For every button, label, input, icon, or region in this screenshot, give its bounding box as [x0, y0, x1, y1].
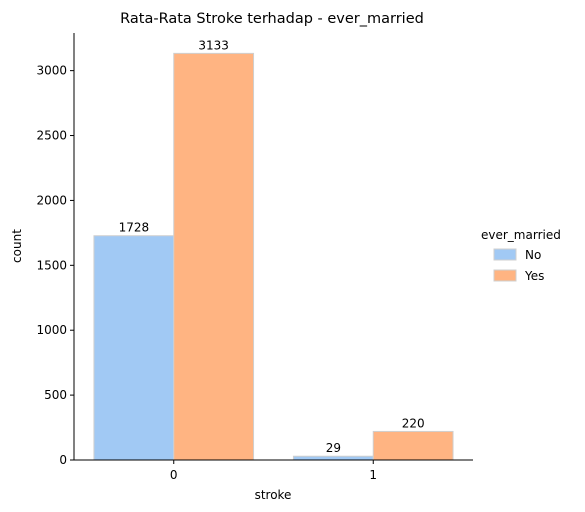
legend-swatch-no [493, 248, 517, 261]
bar-yes-stroke-0 [173, 52, 255, 461]
y-tick-label: 0 [59, 453, 67, 467]
y-tick-label: 500 [44, 388, 67, 402]
bar-yes-stroke-1 [372, 430, 454, 461]
legend-label-yes: Yes [524, 269, 544, 283]
legend-swatch-yes [493, 269, 517, 282]
x-tick-label-0: 0 [170, 468, 178, 482]
bar-no-stroke-0 [93, 235, 175, 461]
y-tick-label: 3000 [36, 64, 67, 78]
legend: ever_married No Yes [481, 228, 561, 283]
y-axis: 0 500 1000 1500 2000 2500 3000 [36, 33, 75, 467]
x-tick-label-1: 1 [369, 468, 377, 482]
bars-group [93, 52, 454, 461]
bar-labels-group: 1728 29 3133 220 [119, 38, 425, 455]
data-label-no-stroke-0: 1728 [119, 221, 150, 235]
y-tick-label: 1500 [36, 258, 67, 272]
chart-title: Rata-Rata Stroke terhadap - ever_married [120, 11, 424, 27]
y-axis-label: count [10, 229, 24, 263]
data-label-yes-stroke-0: 3133 [198, 38, 229, 52]
y-tick-label: 1000 [36, 323, 67, 337]
legend-title: ever_married [481, 228, 561, 242]
y-tick-label: 2000 [36, 193, 67, 207]
legend-label-no: No [525, 248, 541, 262]
x-axis-label: stroke [255, 488, 292, 502]
data-label-no-stroke-1: 29 [326, 441, 341, 455]
data-label-yes-stroke-1: 220 [402, 416, 425, 430]
bar-no-stroke-1 [292, 455, 374, 461]
y-tick-label: 2500 [36, 129, 67, 143]
